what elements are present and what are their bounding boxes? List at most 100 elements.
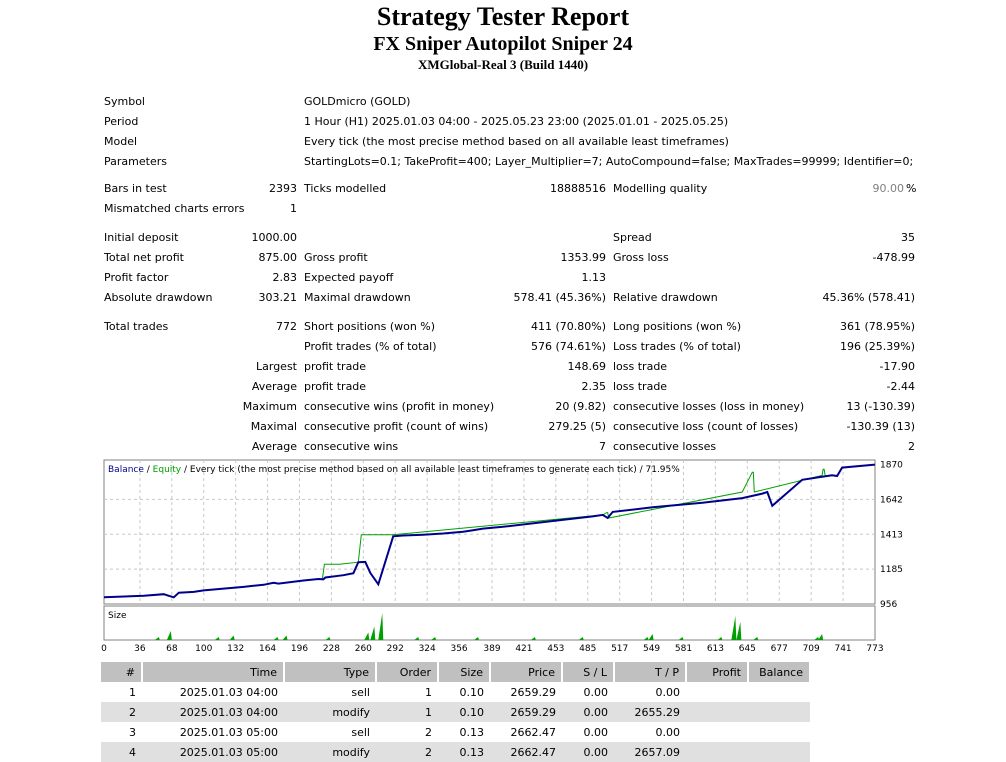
y-tick-labels: 1870 1642 1413 1185 956 [880, 461, 903, 610]
table-cell: 2 [101, 702, 142, 722]
table-cell: 2662.47 [490, 742, 562, 762]
column-header: Price [490, 662, 563, 682]
x-tick-labels: 0 36 68 100 132 164 196 228 260 292 324 356 389 421 45… [101, 644, 883, 654]
column-header: Order [376, 662, 439, 682]
size-spike [678, 637, 684, 640]
size-spike [530, 637, 536, 640]
x-tick-label: 100 [195, 644, 212, 654]
table-body: 1 2025.01.03 04:00 sell 1 0.10 2659.29 0.00 0.0… [101, 682, 810, 762]
bars-value: 2393 [269, 182, 297, 195]
size-spike [166, 631, 172, 640]
max-consec-wins-label: consecutive wins (profit in money) [304, 400, 495, 413]
average-profit-label: profit trade [304, 380, 367, 393]
size-spike [370, 626, 376, 640]
size-spike [431, 637, 437, 640]
x-tick-label: 517 [611, 644, 628, 654]
bars-label: Bars in test [104, 182, 167, 195]
x-tick-label: 581 [675, 644, 692, 654]
total-trades-value: 772 [276, 320, 297, 333]
table-cell: 0.00 [583, 685, 609, 699]
max-drawdown-label: Maximal drawdown [304, 291, 411, 304]
legend-rest: / Every tick (the most precise method ba… [181, 465, 680, 475]
legend-balance: Balance [108, 465, 144, 475]
legend-equity: Equity [153, 465, 182, 475]
model-value: Every tick (the most precise method base… [304, 135, 729, 148]
size-spike [414, 637, 420, 640]
table-cell: 2655.29 [614, 702, 686, 722]
size-spike [578, 637, 584, 640]
x-tick-label: 324 [419, 644, 436, 654]
table-cell [748, 702, 810, 722]
table-cell [686, 702, 748, 722]
size-spike [154, 637, 160, 640]
table-cell [686, 722, 748, 742]
spread-label: Spread [613, 231, 652, 244]
abs-drawdown-value: 303.21 [258, 291, 298, 304]
table-cell: modify [284, 702, 376, 722]
x-tick-label: 645 [739, 644, 756, 654]
column-header: Type [284, 662, 377, 682]
rel-drawdown-label: Relative drawdown [613, 291, 718, 304]
average-loss-value: -2.44 [886, 380, 915, 393]
period-value: 1 Hour (H1) 2025.01.03 04:00 - 2025.05.2… [304, 115, 729, 128]
size-spike [814, 637, 820, 640]
table-cell: 2662.47 [510, 725, 557, 739]
size-spikes [154, 613, 824, 640]
table-cell: 2 [425, 725, 432, 739]
column-header: Size [438, 662, 491, 682]
short-positions-label: Short positions (won %) [304, 320, 436, 333]
report-title: Strategy Tester Report [376, 2, 630, 31]
abs-drawdown-label: Absolute drawdown [104, 291, 213, 304]
x-tick-label: 0 [101, 644, 107, 654]
deposit-label: Initial deposit [104, 231, 179, 244]
y-tick-label: 1870 [880, 461, 903, 471]
profit-trades-label: Profit trades (% of total) [304, 340, 437, 353]
max-drawdown-value: 578.41 (45.36%) [513, 291, 606, 304]
expert-name: FX Sniper Autopilot Sniper 24 [373, 33, 633, 55]
table-cell: 2659.29 [510, 685, 557, 699]
balance-equity-chart: 1870 1642 1413 1185 956 0 36 68 100 132 164 196 228… [101, 459, 903, 654]
average-label: Average [251, 380, 297, 393]
y-tick-label: 1185 [880, 565, 903, 575]
column-header: T / P [614, 662, 687, 682]
model-label: Model [104, 135, 138, 148]
largest-loss-label: loss trade [613, 360, 668, 373]
table-cell: 2659.29 [490, 702, 562, 722]
avg-consec-losses-label: consecutive losses [613, 440, 717, 453]
x-tick-label: 292 [387, 644, 404, 654]
x-tick-label: 709 [803, 644, 820, 654]
x-tick-label: 228 [323, 644, 340, 654]
column-header: Time [142, 662, 285, 682]
table-cell: sell [351, 725, 370, 739]
column-header: Balance [748, 662, 811, 682]
table-cell [748, 682, 810, 702]
size-spike [731, 616, 737, 640]
loss-trades-label: Loss trades (% of total) [613, 340, 741, 353]
avg-consec-wins-label: consecutive wins [304, 440, 399, 453]
max-consec-losses-value: 13 (-130.39) [846, 400, 915, 413]
size-spike [214, 637, 220, 640]
size-spike [474, 637, 480, 640]
table-cell [748, 742, 810, 762]
table-row: 4 2025.01.03 05:00 modify 2 0.13 2662.47 0.00 2… [101, 742, 810, 762]
table-row: 1 2025.01.03 04:00 sell 1 0.10 2659.29 0.00 0.0… [101, 682, 810, 702]
gross-profit-label: Gross profit [304, 251, 368, 264]
table-row: 2 2025.01.03 04:00 modify 1 0.10 2659.29 0.00 2… [101, 702, 810, 722]
balance-line [103, 463, 876, 599]
gross-loss-value: -478.99 [872, 251, 915, 264]
table-cell: 0.13 [438, 742, 490, 762]
quality-label: Modelling quality [613, 182, 708, 195]
y-tick-label: 1413 [880, 530, 903, 540]
maximal-consec-profit-label: consecutive profit (count of wins) [304, 420, 489, 433]
expected-payoff-label: Expected payoff [304, 271, 394, 284]
size-spike [643, 637, 649, 640]
mismatch-label: Mismatched charts errors [104, 202, 245, 215]
largest-label: Largest [256, 360, 297, 373]
table-cell: 1 [129, 685, 136, 699]
x-tick-label: 613 [707, 644, 724, 654]
rel-drawdown-value: 45.36% (578.41) [822, 291, 915, 304]
table-cell: 2025.01.03 04:00 [179, 685, 278, 699]
x-tick-label: 773 [866, 644, 883, 654]
size-spike [717, 637, 723, 640]
x-tick-label: 260 [355, 644, 372, 654]
